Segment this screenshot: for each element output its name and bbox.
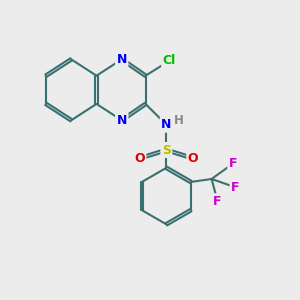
Text: N: N <box>117 53 127 66</box>
Text: N: N <box>161 118 172 131</box>
Text: F: F <box>229 157 237 170</box>
Text: O: O <box>134 152 145 165</box>
Text: S: S <box>162 143 171 157</box>
Text: O: O <box>188 152 198 165</box>
Text: F: F <box>231 181 240 194</box>
Text: Cl: Cl <box>163 54 176 67</box>
Text: N: N <box>117 114 127 127</box>
Text: F: F <box>213 195 222 208</box>
Text: H: H <box>174 114 184 127</box>
